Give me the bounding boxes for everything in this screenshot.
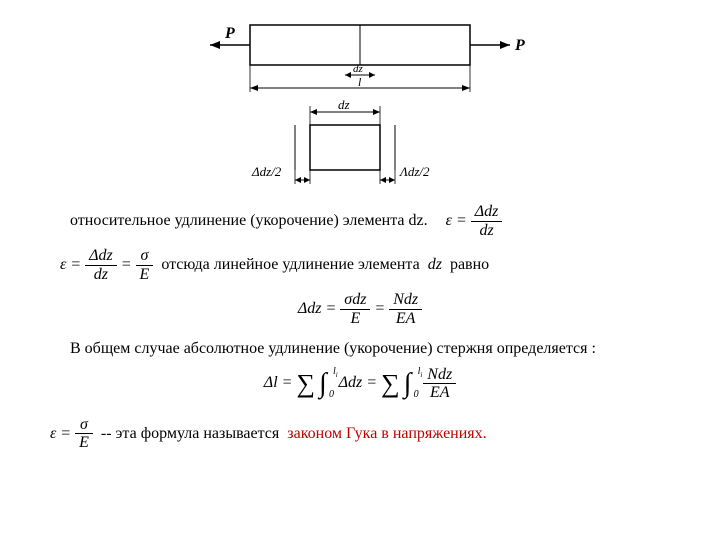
text-linear-c: равно bbox=[450, 256, 489, 274]
formula-hooke: ε = σE bbox=[50, 416, 93, 452]
formula-delta-dz: Δdz = σdzE = NdzEA bbox=[40, 291, 680, 327]
text-hooke-law: законом Гука в напряжениях. bbox=[287, 425, 486, 443]
line-linear-elongation: ε = Δdzdz = σE отсюда линейное удлинение… bbox=[60, 247, 680, 283]
text-relative-elongation: относительное удлинение (укорочение) эле… bbox=[70, 212, 428, 230]
line-hooke: ε = σE -- эта формула называется законом… bbox=[50, 416, 680, 452]
line-relative-elongation: относительное удлинение (укорочение) эле… bbox=[40, 203, 680, 239]
formula-eps-eq: ε = Δdzdz = σE bbox=[60, 247, 153, 283]
l-label: l bbox=[358, 75, 362, 89]
text-hooke-a: -- эта формула называется bbox=[101, 425, 279, 443]
figure-element-dz: dz Δdz/2 Λdz/2 bbox=[250, 100, 470, 195]
text-linear-a: отсюда линейное удлинение элемента bbox=[161, 256, 419, 274]
formula-eps-def: ε = Δdzdz bbox=[446, 203, 503, 239]
figure-bar-tension: P P dz l bbox=[170, 20, 550, 100]
half-left-label: Δdz/2 bbox=[251, 164, 282, 179]
text-linear-dz: dz bbox=[428, 256, 442, 274]
dz-top-label: dz bbox=[338, 100, 350, 112]
formula-delta-l: Δl = ∑ ∫ li 0 Δdz = ∑ ∫ li 0 NdzEA bbox=[40, 366, 680, 402]
force-right-label: P bbox=[514, 37, 525, 54]
force-left-label: P bbox=[224, 25, 235, 42]
text-general-case: В общем случае абсолютное удлинение (уко… bbox=[40, 340, 680, 358]
dz-label: dz bbox=[353, 63, 364, 75]
half-right-label: Λdz/2 bbox=[398, 164, 430, 179]
